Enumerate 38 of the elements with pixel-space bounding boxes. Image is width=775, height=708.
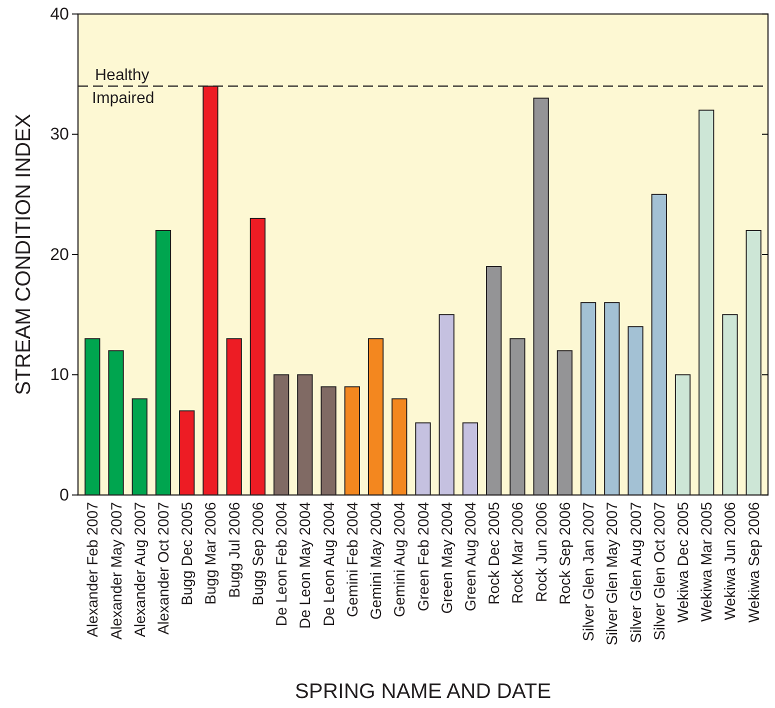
x-tick-label: Rock Mar 2006 <box>510 502 527 604</box>
x-tick-label: Green Feb 2004 <box>415 502 432 612</box>
x-tick-label: Wekiwa Mar 2005 <box>698 502 716 622</box>
y-tick-label: 20 <box>50 244 69 264</box>
x-tick-label: Alexander May 2007 <box>108 502 126 640</box>
x-axis-title: SPRING NAME AND DATE <box>294 680 552 703</box>
x-tick-label: Gemini Aug 2004 <box>392 502 409 618</box>
x-tick-label: Rock Jun 2006 <box>533 502 550 602</box>
y-tick-label: 30 <box>50 124 69 144</box>
x-tick-label: Gemini Feb 2004 <box>344 502 362 618</box>
x-tick-label: De Leon May 2004 <box>297 502 314 629</box>
x-tick-label: De Leon Feb 2004 <box>274 502 291 626</box>
x-tick-label: Wekiwa Sep 2006 <box>746 502 763 623</box>
x-tick-label: Alexander Feb 2007 <box>84 502 102 638</box>
annotation: Healthy <box>95 67 150 84</box>
x-tick-label: Rock Dec 2005 <box>486 502 504 605</box>
x-tick-label: Gemini May 2004 <box>368 502 386 620</box>
y-tick-label: 10 <box>50 365 69 384</box>
x-tick-label: Alexander Aug 2007 <box>132 502 149 638</box>
x-tick-label: Green May 2004 <box>438 502 456 614</box>
x-tick-label: Bugg Dec 2005 <box>179 502 196 606</box>
x-tick-label: Bugg Jul 2006 <box>226 502 244 598</box>
x-tick-label: Wekiwa Dec 2005 <box>675 502 692 623</box>
x-tick-label: Silver Glen Jan 2007 <box>580 502 598 642</box>
x-tick-label: Wekiwa Jun 2006 <box>722 502 740 620</box>
x-tick-label: Silver Glen Oct 2007 <box>651 502 668 640</box>
x-tick-label: De Leon Aug 2004 <box>320 502 338 626</box>
y-tick-label: 0 <box>60 485 69 504</box>
x-tick-label: Bugg Mar 2006 <box>202 502 220 605</box>
x-tick-label: Alexander Oct 2007 <box>155 502 172 635</box>
annotation: Impaired <box>92 90 154 108</box>
x-tick-label: Silver Glen May 2007 <box>604 502 622 646</box>
y-axis-title: STREAM CONDITION INDEX <box>12 114 35 396</box>
x-tick-label: Rock Sep 2006 <box>556 502 574 605</box>
x-tick-label: Bugg Sep 2006 <box>250 502 267 606</box>
x-tick-label: Green Aug 2004 <box>462 502 480 612</box>
y-tick-label: 40 <box>50 4 69 24</box>
x-tick-label: Silver Glen Aug 2007 <box>628 502 645 643</box>
